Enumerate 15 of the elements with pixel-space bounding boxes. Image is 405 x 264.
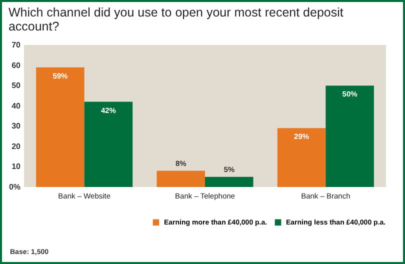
bar (277, 128, 326, 187)
bar (84, 102, 133, 187)
chart-title: Which channel did you use to open your most recent deposit account? (8, 6, 344, 34)
y-tick-label: 10 (12, 162, 22, 172)
y-tick-label: 70 (12, 40, 22, 50)
bar (156, 170, 205, 187)
y-tick-label: 50 (12, 81, 22, 90)
bar (36, 67, 84, 187)
y-tick-label: 0% (8, 182, 20, 192)
bar (326, 86, 374, 187)
y-tick-label: 30 (12, 122, 22, 131)
y-tick-label: 60 (12, 60, 22, 70)
y-tick-label: 20 (12, 142, 22, 151)
y-tick-label: 40 (12, 101, 22, 110)
bar (205, 176, 254, 187)
